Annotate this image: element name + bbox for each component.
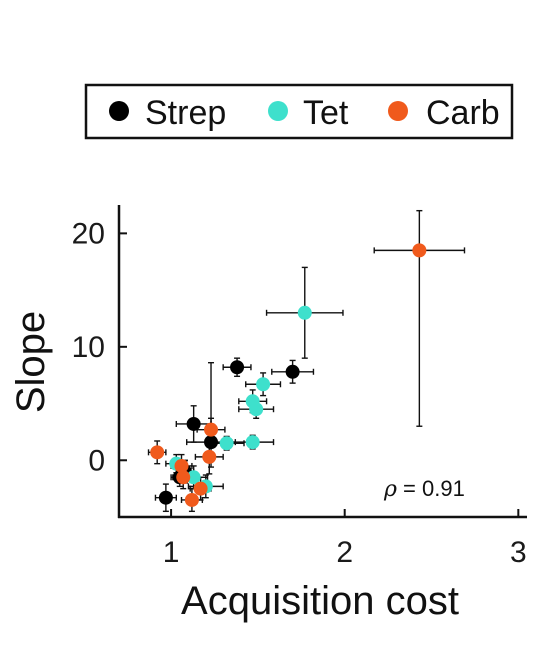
y-axis-title: Slope	[9, 311, 53, 413]
x-axis-title: Acquisition cost	[181, 579, 459, 623]
data-point-strep	[204, 435, 219, 450]
correlation-annotation: ρ = 0.91	[383, 476, 465, 502]
data-point-carb	[193, 481, 208, 496]
x-tick-label: 3	[510, 536, 527, 569]
data-point-tet	[186, 470, 201, 485]
legend-label-strep: Strep	[145, 94, 226, 132]
legend-label-carb: Carb	[426, 94, 500, 132]
data-point-tet	[297, 305, 312, 320]
data-point-tet	[245, 435, 260, 450]
error-bar-carb	[373, 209, 466, 427]
rho-symbol: ρ	[383, 477, 397, 502]
y-tick-label: 10	[72, 331, 105, 364]
x-ticks: 1 2 3	[163, 509, 527, 569]
data-point-carb	[202, 449, 217, 464]
y-tick-label: 0	[88, 444, 105, 477]
data-point-carb	[412, 243, 427, 258]
data-point-tet	[249, 402, 264, 417]
data-point-carb	[150, 445, 165, 460]
data-point-tet	[219, 436, 234, 451]
rho-value: = 0.91	[397, 476, 465, 501]
data-point-carb	[204, 422, 219, 437]
data-point-carb	[176, 470, 191, 485]
data-point-strep	[186, 416, 201, 431]
axes: 1 2 3 0 10 20	[72, 205, 527, 569]
data-point-carb	[174, 458, 189, 473]
x-tick-label: 2	[336, 536, 353, 569]
legend-box	[84, 83, 514, 140]
legend-marker-strep	[109, 101, 129, 121]
legend-marker-carb	[388, 101, 408, 121]
data-point-carb	[184, 492, 199, 507]
legend-label-tet: Tet	[303, 94, 349, 132]
data-points	[150, 243, 427, 507]
legend-marker-tet	[268, 101, 288, 121]
x-tick-label: 1	[163, 536, 180, 569]
y-ticks: 0 10 20	[72, 217, 127, 477]
data-point-tet	[256, 377, 271, 392]
data-point-strep	[285, 364, 300, 379]
y-tick-label: 20	[72, 217, 105, 250]
data-point-strep	[230, 360, 245, 375]
data-point-strep	[158, 490, 173, 505]
legend: Strep Tet Carb	[84, 83, 514, 140]
